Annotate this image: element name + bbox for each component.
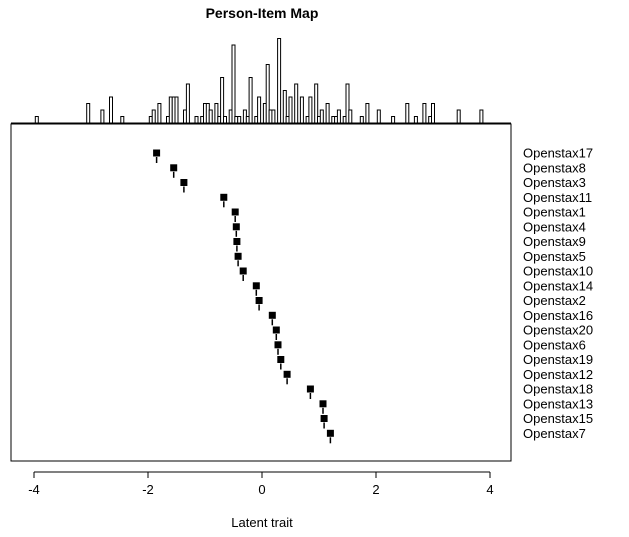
item-label: Openstax14 — [523, 278, 593, 293]
histogram-bar — [282, 90, 287, 124]
item-marker — [306, 385, 314, 393]
item-marker — [252, 282, 260, 290]
item-label: Openstax10 — [523, 264, 593, 279]
item-label: Openstax20 — [523, 323, 593, 338]
item-label: Openstax1 — [523, 205, 586, 220]
item-label: Openstax7 — [523, 426, 586, 441]
item-label: Openstax13 — [523, 396, 593, 411]
item-label: Openstax12 — [523, 367, 593, 382]
plot-frame — [10, 123, 512, 462]
histogram-bar — [34, 116, 39, 124]
histogram-bar — [231, 44, 236, 124]
item-label: Openstax2 — [523, 293, 586, 308]
histogram-bar — [214, 103, 219, 124]
histogram-bar — [157, 103, 162, 124]
item-label: Openstax4 — [523, 219, 586, 234]
histogram-bar — [223, 116, 227, 124]
histogram-bar — [86, 103, 91, 124]
histogram-bar — [174, 96, 179, 124]
histogram-bar — [100, 109, 105, 124]
histogram-bar — [391, 116, 396, 124]
histogram-bar — [299, 96, 304, 124]
histogram-bar — [288, 96, 293, 124]
item-label: Openstax8 — [523, 160, 586, 175]
person-histogram — [11, 38, 511, 124]
item-marker — [234, 252, 242, 260]
histogram-bar — [325, 103, 330, 124]
item-labels: Openstax17Openstax8Openstax3Openstax11Op… — [523, 146, 593, 441]
histogram-bar — [336, 109, 341, 124]
histogram-bar — [422, 103, 427, 124]
histogram-bar — [405, 103, 410, 124]
item-marker — [232, 223, 240, 231]
histogram-bar — [248, 77, 253, 124]
histogram-bar — [308, 96, 313, 124]
item-locations — [153, 149, 334, 444]
histogram-bar — [319, 109, 324, 124]
histogram-bar — [348, 109, 353, 124]
x-tick-label: 0 — [258, 482, 265, 497]
histogram-bar — [365, 103, 370, 124]
histogram-bar — [345, 83, 350, 124]
item-marker — [231, 208, 239, 216]
histogram-bar — [271, 109, 276, 124]
item-marker — [272, 326, 280, 334]
item-label: Openstax19 — [523, 352, 593, 367]
histogram-bar — [120, 116, 125, 124]
histogram-bar — [194, 116, 199, 124]
histogram-bar — [185, 83, 190, 124]
item-marker — [233, 238, 241, 245]
item-marker — [255, 297, 263, 304]
histogram-bar — [359, 116, 364, 124]
item-label: Openstax17 — [523, 146, 593, 161]
histogram-bar — [413, 116, 418, 124]
histogram-bar — [257, 96, 262, 124]
item-label: Openstax11 — [523, 190, 592, 205]
x-tick-label: -2 — [142, 482, 154, 497]
histogram-bar — [151, 109, 156, 124]
item-marker — [268, 311, 276, 319]
item-marker — [153, 149, 161, 157]
item-marker — [319, 400, 327, 408]
item-marker — [220, 193, 228, 201]
item-label: Openstax16 — [523, 308, 593, 323]
histogram-bar — [277, 38, 282, 124]
x-axis: -4 -2 0 2 4 — [28, 471, 494, 497]
histogram-bar — [479, 109, 484, 124]
x-tick-label: 2 — [372, 482, 379, 497]
histogram-bar — [456, 109, 461, 124]
histogram-bar — [208, 109, 213, 124]
histogram-bar — [376, 109, 381, 124]
item-label: Openstax3 — [523, 175, 586, 190]
item-label: Openstax15 — [523, 411, 593, 426]
item-marker — [326, 429, 334, 437]
item-marker — [274, 341, 282, 349]
item-label: Openstax5 — [523, 249, 586, 264]
x-tick-label: -4 — [28, 482, 40, 497]
item-label: Openstax18 — [523, 382, 593, 397]
item-marker — [239, 267, 247, 275]
item-marker — [277, 356, 285, 363]
item-label: Openstax9 — [523, 234, 586, 249]
histogram-bar — [220, 77, 225, 124]
item-label: Openstax6 — [523, 337, 586, 352]
chart-title: Person-Item Map — [206, 5, 319, 21]
histogram-bar — [294, 83, 299, 124]
item-marker — [170, 164, 178, 172]
item-marker — [180, 179, 188, 186]
histogram-bar — [431, 103, 435, 124]
x-axis-label: Latent trait — [231, 515, 293, 530]
item-marker — [320, 415, 328, 422]
item-marker — [283, 370, 291, 378]
histogram-bar — [314, 83, 319, 124]
histogram-bar — [109, 96, 113, 124]
x-tick-label: 4 — [486, 482, 493, 497]
histogram-bar — [265, 64, 270, 124]
histogram-bar — [237, 116, 242, 124]
